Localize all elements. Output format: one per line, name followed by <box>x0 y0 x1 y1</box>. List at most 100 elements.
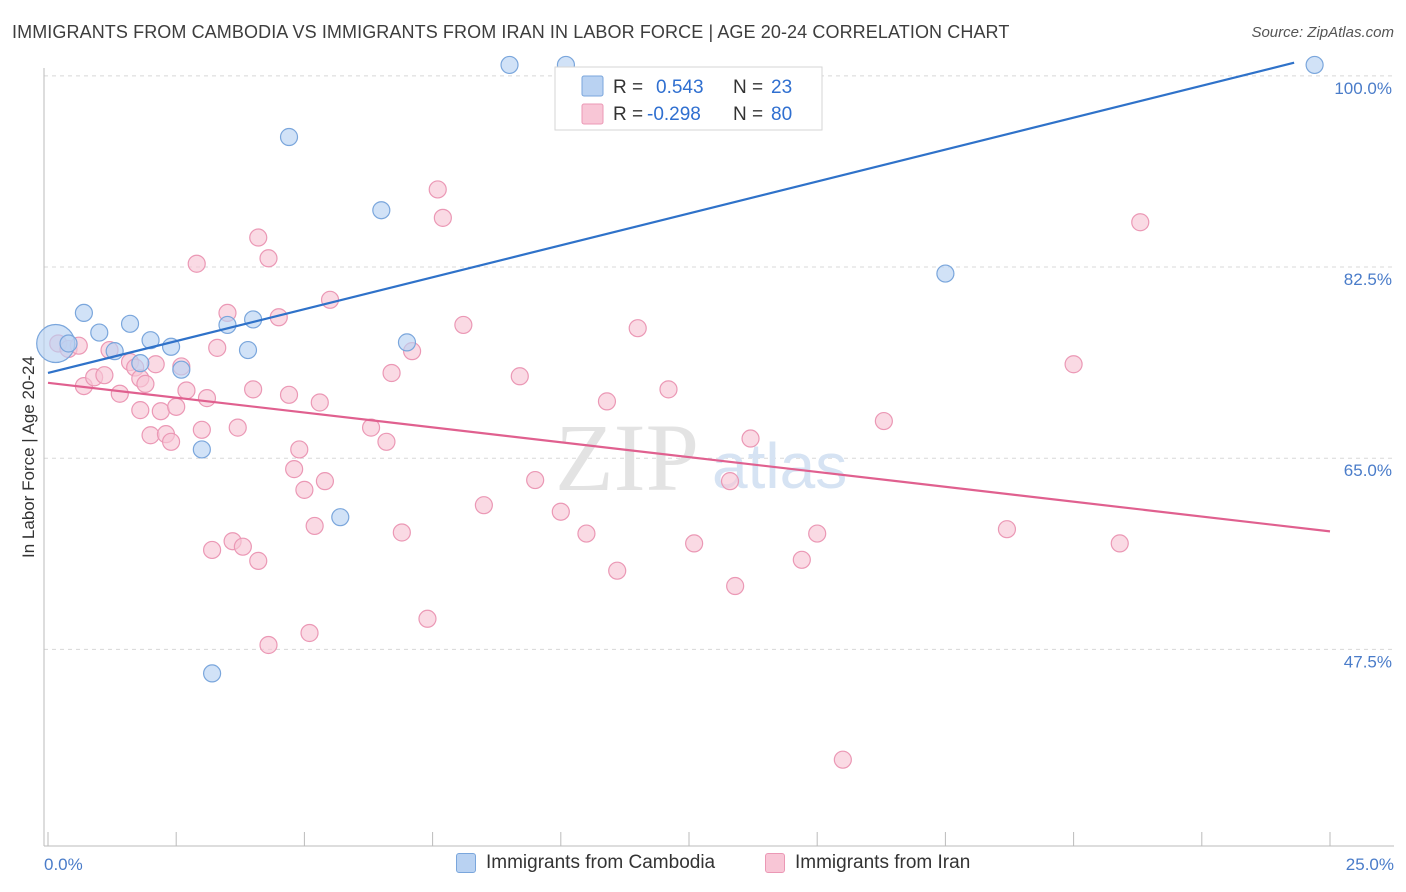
cambodia-point <box>397 333 417 352</box>
cambodia-point <box>74 303 93 323</box>
iran-point <box>454 315 473 335</box>
x-tick-marks <box>47 832 1331 846</box>
iran-point <box>228 418 247 437</box>
y-tick-labels: 47.5% 65.0% 82.5% 100.0% <box>1334 79 1392 672</box>
iran-point <box>187 254 206 273</box>
iran-point <box>131 401 150 420</box>
iran-point <box>659 380 678 399</box>
iran-point <box>161 432 181 451</box>
legend-item-cambodia: Immigrants from Cambodia <box>456 852 715 874</box>
iran-point <box>141 426 160 445</box>
iran-point <box>551 502 570 521</box>
legend-label-cambodia: Immigrants from Cambodia <box>486 852 716 873</box>
y-tick-label: 82.5% <box>1344 270 1392 289</box>
cambodia-point <box>202 664 222 683</box>
cambodia-point <box>372 201 391 220</box>
iran-point <box>279 385 299 404</box>
series-iran-points <box>49 180 1150 769</box>
iran-point <box>146 355 165 374</box>
y-tick-label: 65.0% <box>1344 461 1392 480</box>
iran-point <box>192 420 211 439</box>
legend-swatch-cambodia <box>581 75 604 97</box>
cambodia-point <box>59 334 78 353</box>
x-tick-label-max: 25.0% <box>1346 855 1394 874</box>
iran-point <box>202 540 222 560</box>
cambodia-point <box>90 323 109 342</box>
cambodia-point <box>192 440 211 459</box>
iran-point <box>526 470 545 490</box>
iran-point <box>433 208 452 227</box>
legend-swatch-iran-bottom <box>765 853 785 873</box>
iran-point <box>167 397 186 416</box>
legend-r-label-iran: R = <box>613 104 643 125</box>
iran-point <box>608 561 627 580</box>
y-tick-label: 47.5% <box>1344 652 1392 671</box>
iran-point <box>361 418 381 437</box>
legend-swatch-iran <box>581 103 604 125</box>
stats-legend: R = 0.543 N = 23 R = -0.298 N = 80 <box>554 66 823 131</box>
series-cambodia-points <box>36 55 1324 683</box>
iran-point <box>720 472 740 491</box>
cambodia-point <box>936 264 955 283</box>
iran-point <box>377 432 396 451</box>
iran-point <box>290 440 309 459</box>
cambodia-point <box>279 127 299 147</box>
iran-point <box>151 402 170 421</box>
iran-point <box>249 551 268 570</box>
iran-point <box>392 523 411 542</box>
cambodia-point <box>141 331 160 350</box>
legend-item-iran: Immigrants from Iran <box>765 852 970 874</box>
iran-point <box>382 363 401 383</box>
cambodia-point <box>120 314 140 333</box>
iran-point <box>833 750 852 769</box>
iran-point <box>428 180 447 199</box>
x-tick-label-min: 0.0% <box>44 855 83 874</box>
iran-point <box>136 374 155 394</box>
iran-point <box>259 635 278 655</box>
iran-point <box>300 623 319 643</box>
iran-point <box>792 550 811 569</box>
iran-point <box>249 228 268 247</box>
legend-r-value-iran: -0.298 <box>647 104 701 125</box>
gridlines <box>44 75 1394 650</box>
cambodia-point <box>131 354 150 373</box>
trendline-cambodia <box>47 61 1295 375</box>
iran-point <box>418 609 437 628</box>
iran-point <box>310 393 329 412</box>
iran-point <box>1110 534 1129 553</box>
iran-point <box>726 576 745 596</box>
cambodia-point <box>238 340 258 360</box>
iran-point <box>315 472 335 491</box>
watermark-atlas: atlas <box>712 430 847 502</box>
watermark-zip: ZIP <box>555 404 699 511</box>
iran-point <box>1131 213 1150 232</box>
trendline-iran <box>47 381 1331 533</box>
iran-point <box>577 524 596 543</box>
legend-r-label-cambodia: R = <box>613 77 643 98</box>
legend-r-value-cambodia: 0.543 <box>656 77 704 98</box>
legend-n-label-iran: N = <box>733 104 763 125</box>
iran-point <box>208 338 227 357</box>
iran-point <box>320 290 340 309</box>
cambodia-point <box>1305 55 1324 75</box>
legend-swatch-cambodia-bottom <box>456 853 476 873</box>
source-label: Source: ZipAtlas.com <box>1251 24 1394 41</box>
legend-n-value-iran: 80 <box>771 104 792 125</box>
legend-n-label-cambodia: N = <box>733 77 763 98</box>
iran-point <box>874 411 893 431</box>
y-tick-label: 100.0% <box>1334 79 1392 98</box>
iran-point <box>741 429 760 448</box>
iran-point <box>685 534 704 553</box>
iran-point <box>510 367 529 386</box>
iran-point <box>997 520 1017 539</box>
iran-point <box>597 392 617 411</box>
cambodia-point <box>500 55 519 75</box>
iran-point <box>474 496 493 515</box>
iran-point <box>95 366 114 385</box>
iran-point <box>285 460 304 479</box>
iran-point <box>244 380 263 399</box>
iran-point <box>259 249 278 268</box>
iran-point <box>1064 355 1083 374</box>
watermark: ZIP atlas <box>555 404 847 511</box>
